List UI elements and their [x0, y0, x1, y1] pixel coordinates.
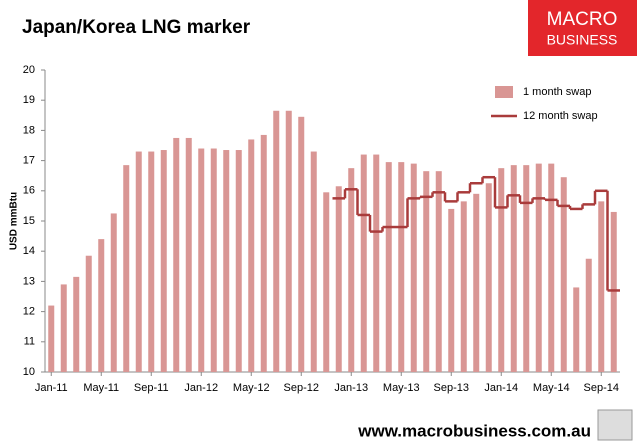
logo-text: MACRO — [547, 9, 618, 30]
bar — [323, 192, 330, 372]
x-tick-label: Jan-14 — [484, 382, 518, 394]
bar — [498, 168, 505, 372]
bar — [560, 177, 567, 372]
bar — [348, 168, 355, 372]
y-tick-label: 20 — [23, 64, 35, 76]
y-tick-label: 15 — [23, 215, 35, 227]
legend-label: 1 month swap — [523, 86, 591, 98]
bar — [398, 162, 405, 372]
x-tick-label: Sep-11 — [134, 382, 169, 394]
bar — [523, 165, 530, 372]
bar — [548, 163, 555, 372]
x-tick-label: Sep-12 — [284, 382, 319, 394]
x-tick-label: Jan-12 — [184, 382, 218, 394]
bar — [473, 193, 480, 372]
bar — [235, 150, 242, 372]
logo-box — [528, 0, 637, 56]
y-tick-label: 18 — [23, 124, 35, 136]
bar — [373, 154, 380, 372]
bar — [423, 171, 430, 372]
y-tick-label: 11 — [24, 336, 35, 348]
x-tick-label: Jan-13 — [334, 382, 368, 394]
x-tick-label: Sep-13 — [434, 382, 469, 394]
bar — [360, 154, 367, 372]
x-tick-label: May-13 — [383, 382, 420, 394]
bar — [73, 276, 80, 372]
bar — [260, 134, 267, 372]
bar — [573, 287, 580, 372]
bar — [185, 137, 192, 372]
bar — [335, 186, 342, 372]
bar — [448, 208, 455, 372]
x-tick-label: May-14 — [533, 382, 570, 394]
bar — [48, 305, 55, 372]
legend-label: 12 month swap — [523, 110, 598, 122]
logo-text: BUSINESS — [547, 32, 618, 48]
bar — [248, 139, 255, 372]
bar — [598, 201, 605, 372]
bar — [585, 258, 592, 372]
bar — [435, 171, 442, 372]
x-tick-label: Sep-14 — [584, 382, 619, 394]
bar — [385, 162, 392, 372]
y-tick-label: 10 — [23, 366, 35, 378]
y-tick-label: 13 — [23, 275, 35, 287]
x-tick-label: May-12 — [233, 382, 270, 394]
bar — [510, 165, 517, 372]
y-tick-label: 17 — [23, 155, 35, 167]
bar — [273, 110, 280, 373]
x-tick-label: May-11 — [83, 382, 119, 394]
bar — [310, 151, 317, 372]
bar — [60, 284, 67, 372]
bar — [285, 110, 292, 373]
bar — [535, 163, 542, 372]
wolf-icon — [597, 409, 633, 441]
bar — [485, 183, 492, 372]
legend-swatch — [495, 86, 513, 98]
bar — [410, 163, 417, 372]
y-tick-label: 14 — [23, 245, 35, 257]
bar — [98, 239, 105, 372]
bar — [173, 137, 180, 372]
y-tick-label: 19 — [23, 94, 35, 106]
x-tick-label: Jan-11 — [35, 382, 68, 394]
bar — [198, 148, 205, 372]
y-tick-label: 12 — [23, 306, 35, 318]
bar — [223, 150, 230, 372]
y-tick-label: 16 — [23, 185, 35, 197]
bar — [123, 165, 130, 372]
bar — [110, 213, 117, 372]
chart-title: Japan/Korea LNG marker — [22, 17, 251, 38]
bar — [85, 255, 92, 372]
bar — [210, 148, 217, 372]
y-axis-label: USD mmBtu — [9, 192, 20, 250]
bar — [148, 151, 155, 372]
footer: www.macrobusiness.com.au — [357, 421, 591, 440]
bar — [460, 201, 467, 372]
bar — [135, 151, 142, 372]
bar — [298, 116, 305, 372]
bar — [610, 211, 617, 372]
bar — [160, 150, 167, 372]
